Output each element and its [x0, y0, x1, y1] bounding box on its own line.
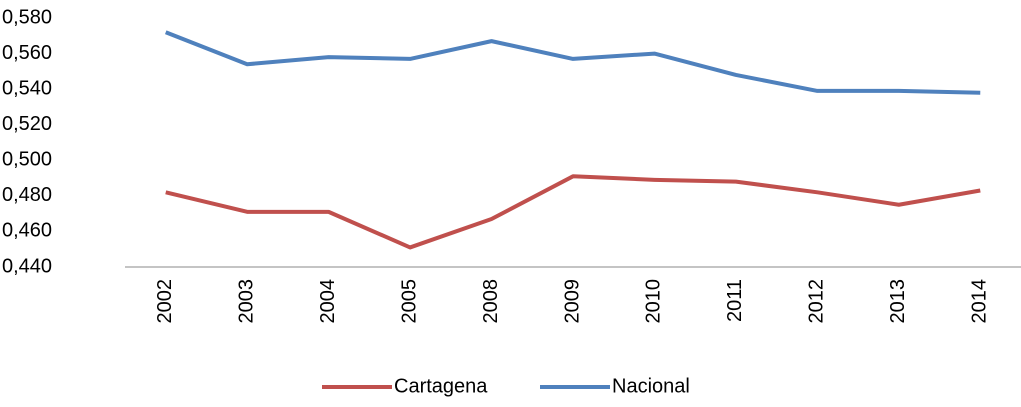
x-tick-label: 2002	[154, 279, 176, 324]
x-tick-label: 2005	[398, 279, 420, 324]
x-tick-label: 2012	[806, 279, 828, 324]
y-tick-label: 0,520	[2, 113, 52, 135]
x-tick-label: 2013	[887, 279, 909, 324]
y-tick-label: 0,480	[2, 184, 52, 206]
y-tick-label: 0,440	[2, 255, 52, 277]
x-tick-label: 2014	[969, 279, 991, 324]
x-tick-label: 2004	[317, 279, 339, 324]
x-tick-label: 2010	[643, 279, 665, 324]
x-tick-label: 2003	[235, 279, 257, 324]
series-line	[165, 174, 981, 250]
legend-label: Nacional	[612, 375, 690, 397]
x-tick-label: 2008	[480, 279, 502, 324]
y-tick-label: 0,580	[2, 6, 52, 28]
legend-label: Cartagena	[394, 375, 488, 397]
y-tick-label: 0,560	[2, 42, 52, 64]
x-tick-label: 2009	[561, 279, 583, 324]
y-tick-label: 0,500	[2, 149, 52, 171]
x-tick-label: 2011	[724, 279, 746, 322]
y-tick-label: 0,540	[2, 77, 52, 99]
y-tick-label: 0,460	[2, 220, 52, 242]
series-line	[164, 30, 981, 95]
